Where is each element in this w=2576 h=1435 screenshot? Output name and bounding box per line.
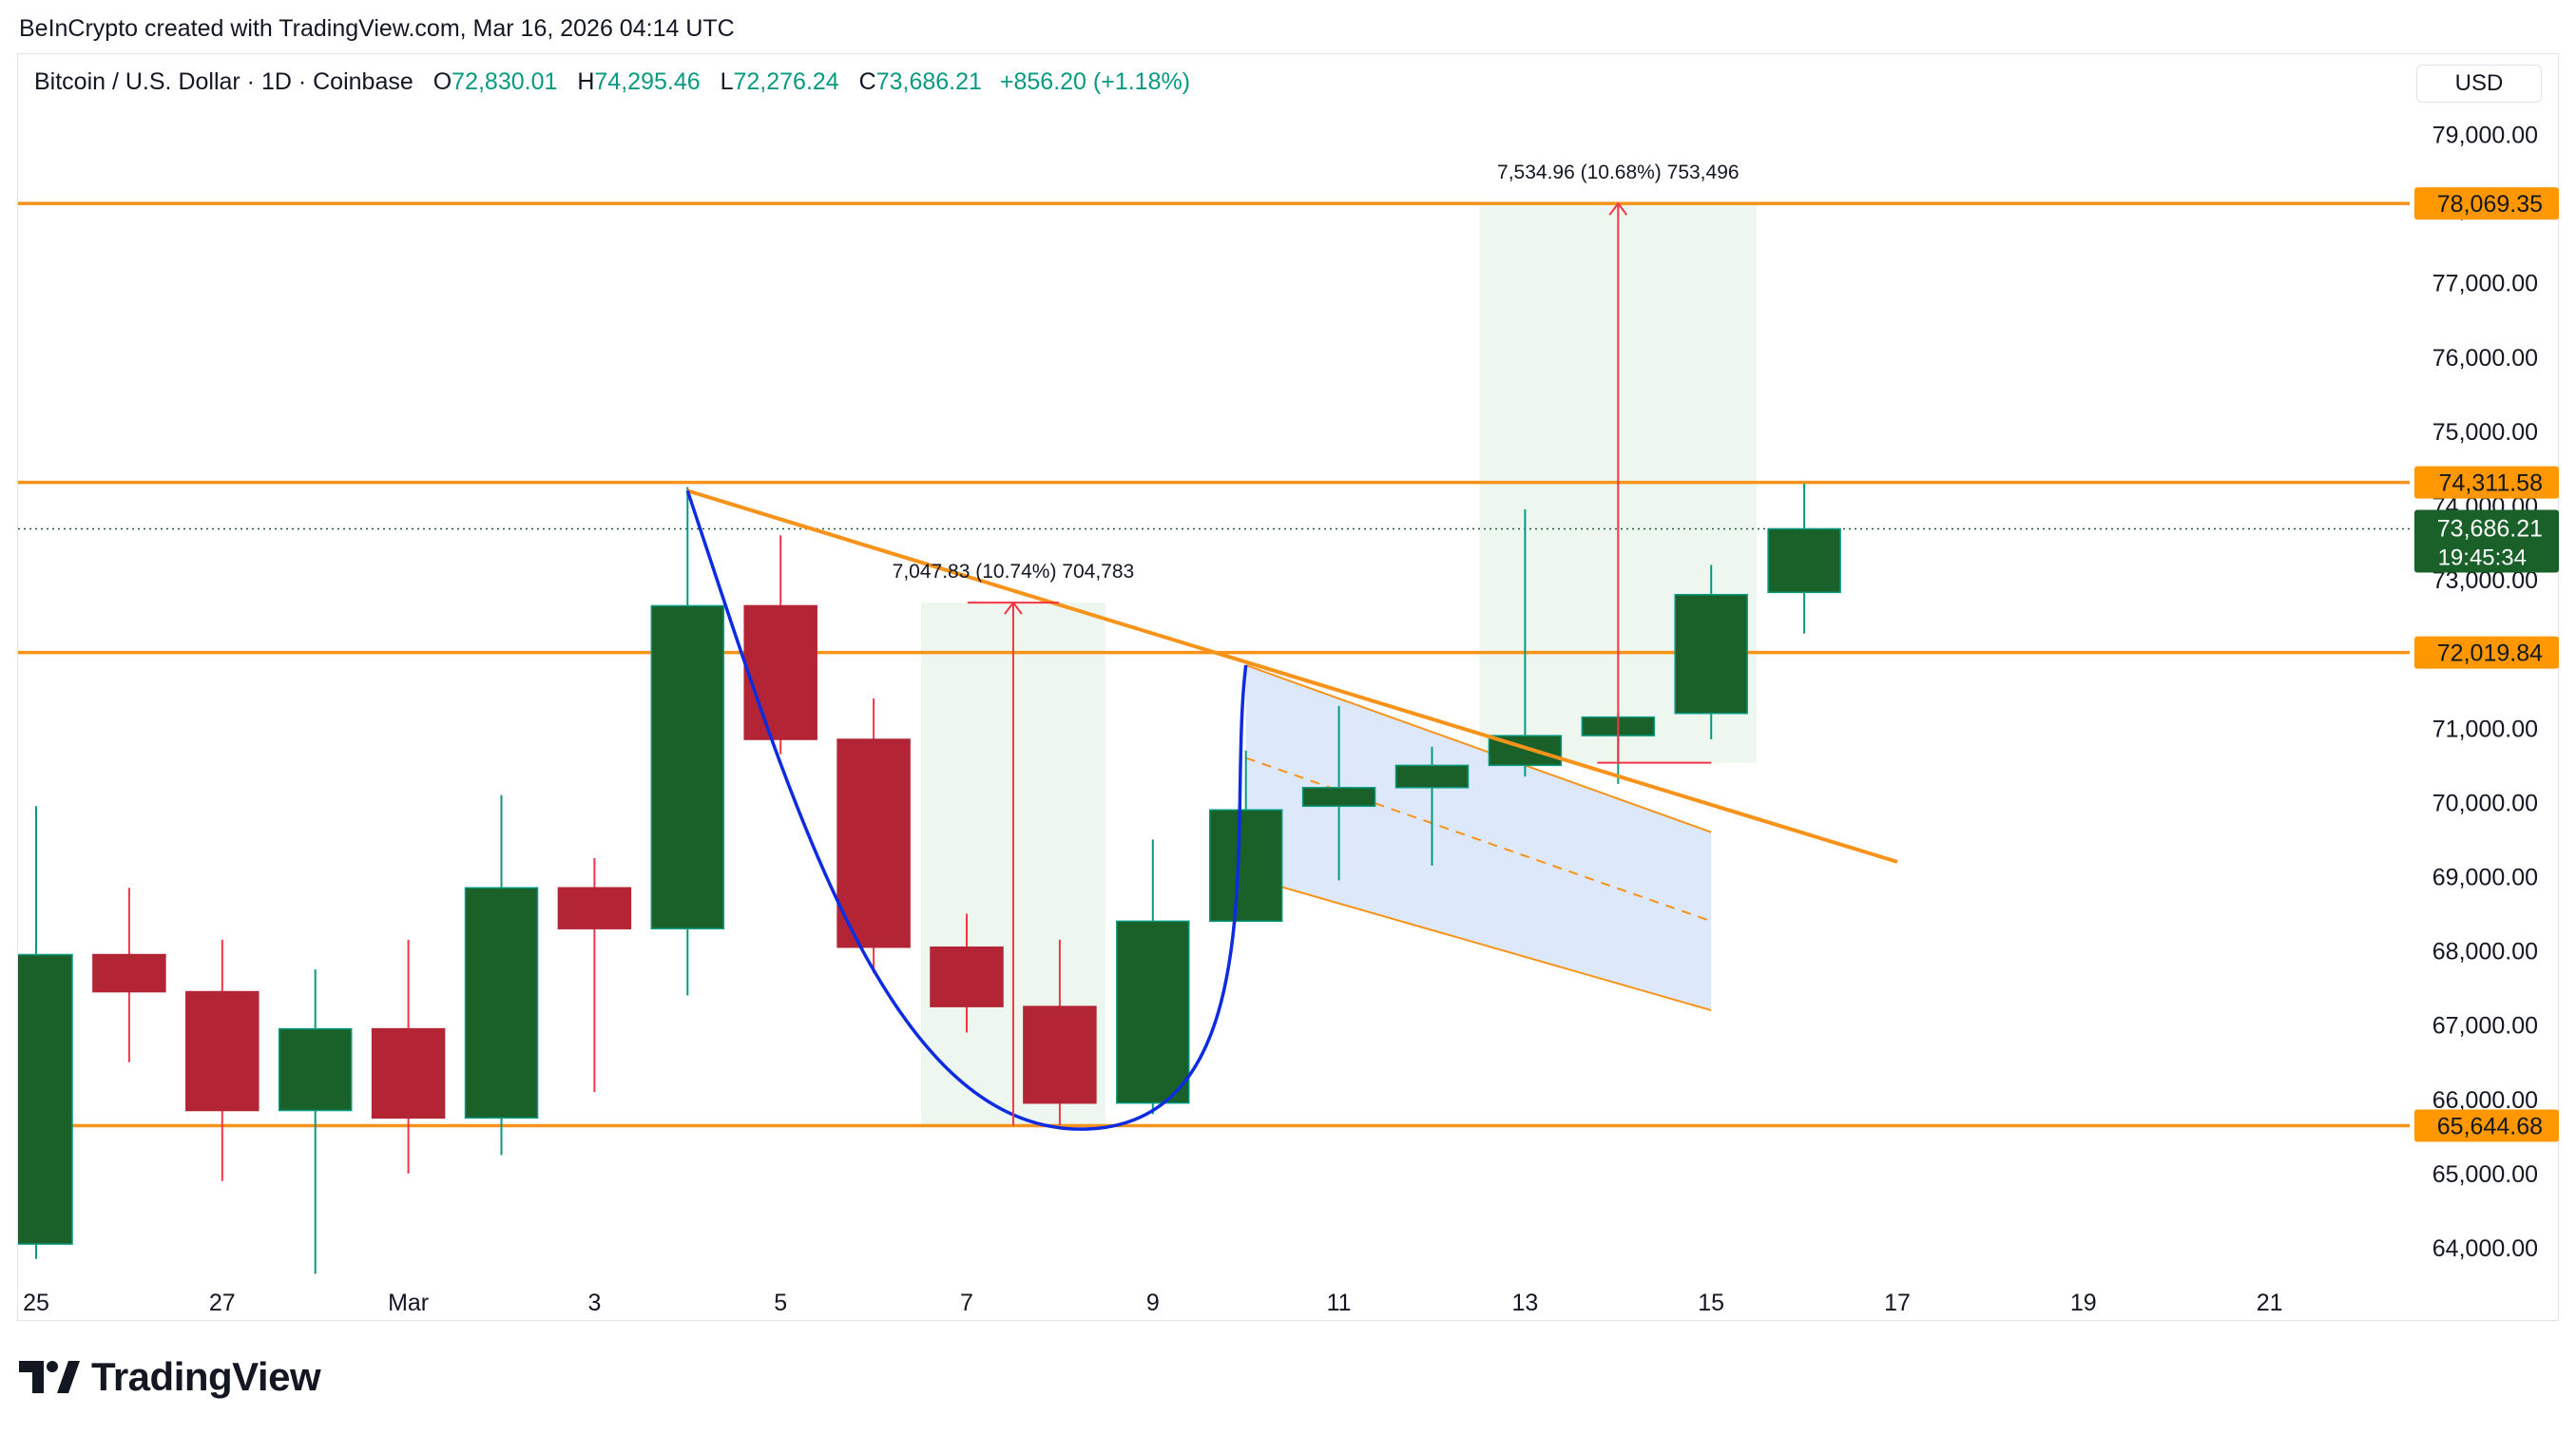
x-axis-tick-label: 7 [960,1290,973,1316]
x-axis-tick-label: 25 [23,1290,49,1316]
y-axis-tick-label: 66,000.00 [2432,1087,2538,1114]
x-axis-tick-label: 19 [2070,1290,2097,1316]
tradingview-logo[interactable]: TradingView [19,1354,321,1400]
candle-down [1023,1005,1097,1104]
y-axis-tick-label: 69,000.00 [2432,865,2538,891]
y-axis-tick-label: 67,000.00 [2432,1013,2538,1040]
x-axis-tick-label: 3 [587,1290,601,1316]
candle-up [1208,809,1283,923]
close-label: C [858,68,876,95]
level-price-badge [2414,466,2559,499]
y-axis-tick-label: 76,000.00 [2432,345,2538,372]
y-axis-tick-label: 64,000.00 [2432,1235,2538,1262]
chart-caption: BeInCrypto created with TradingView.com,… [19,15,735,42]
descending-trendline [686,488,1898,864]
x-axis-tick-label: 9 [1146,1290,1160,1316]
candle-up [1394,764,1470,789]
tradingview-logo-icon [19,1361,80,1393]
level-price-badge [2414,636,2559,669]
low-label: L [720,68,734,95]
candle-up [278,1027,353,1112]
level-price-label: 65,644.68 [2437,1114,2543,1140]
x-axis-tick-label: 21 [2257,1290,2283,1316]
y-axis-tick-label: 71,000.00 [2432,716,2538,742]
x-axis-tick-label: 11 [1327,1290,1352,1316]
level-price-label: 72,019.84 [2437,641,2543,667]
candle-down [930,946,1004,1007]
candle-up [1674,593,1748,715]
level-price-badge [2414,187,2559,220]
y-axis-tick-label: 79,000.00 [2432,123,2538,149]
candle-down [92,953,166,993]
y-axis-tick-label: 77,000.00 [2432,271,2538,297]
close-value: 73,686.21 [875,68,982,95]
x-axis-tick-label: 15 [1698,1290,1724,1316]
candle-down [557,887,632,929]
high-value: 74,295.46 [594,68,701,95]
measurement-label: 7,534.96 (10.68%) 753,496 [1497,162,1740,183]
candle-up [1116,920,1190,1104]
low-value: 72,276.24 [733,68,839,95]
high-label: H [577,68,595,95]
change-value: +856.20 (+1.18%) [999,68,1191,95]
candle-down [743,604,817,740]
candle-down [836,738,911,948]
candle-up [650,604,725,929]
flag-channel-fill [1245,664,1712,1011]
tradingview-logo-text: TradingView [91,1354,321,1399]
x-axis-tick-label: 13 [1511,1290,1538,1316]
candle-down [371,1027,446,1119]
bar-countdown-label: 19:45:34 [2438,545,2527,571]
symbol-header: Bitcoin / U.S. Dollar · 1D · Coinbase O7… [34,68,1190,96]
candle-down [185,990,260,1112]
cup-curve [685,489,1248,1131]
y-axis-tick-label: 65,000.00 [2432,1161,2538,1188]
candle-up [464,887,539,1119]
level-price-label: 78,069.35 [2437,191,2543,218]
chart-frame [17,53,2559,1321]
y-axis-tick-label: 75,000.00 [2432,419,2538,446]
x-axis-tick-label: 27 [209,1290,236,1316]
y-axis-tick-label: 70,000.00 [2432,790,2538,816]
measurement-label: 7,047.83 (10.74%) 704,783 [893,561,1135,583]
y-axis-tick-label: 68,000.00 [2432,939,2538,966]
x-axis-tick-label: 5 [774,1290,787,1316]
flag-channel-upper [1245,663,1712,833]
last-price-badge [2414,509,2559,573]
x-axis-tick-label: Mar [388,1290,429,1316]
flag-channel-lower [1245,875,1712,1012]
symbol-title[interactable]: Bitcoin / U.S. Dollar · 1D · Coinbase [34,68,413,95]
candle-up [1301,787,1376,808]
level-price-badge [2414,1109,2559,1142]
open-value: 72,830.01 [452,68,558,95]
open-label: O [433,68,452,95]
level-price-label: 74,311.58 [2439,470,2543,497]
flag-channel-mid [1245,756,1712,923]
measurement-arrowhead [1608,201,1628,216]
price-chart[interactable]: 25 27 Mar 3 5 7 9 11 13 15 17 19 21 64,000.00 65,000.0… [0,0,2576,1330]
currency-selector[interactable]: USD [2416,65,2542,103]
last-price-label: 73,686.21 [2437,516,2543,543]
candle-up [18,953,73,1245]
candle-up [1767,527,1841,594]
x-axis-tick-label: 17 [1884,1290,1911,1316]
